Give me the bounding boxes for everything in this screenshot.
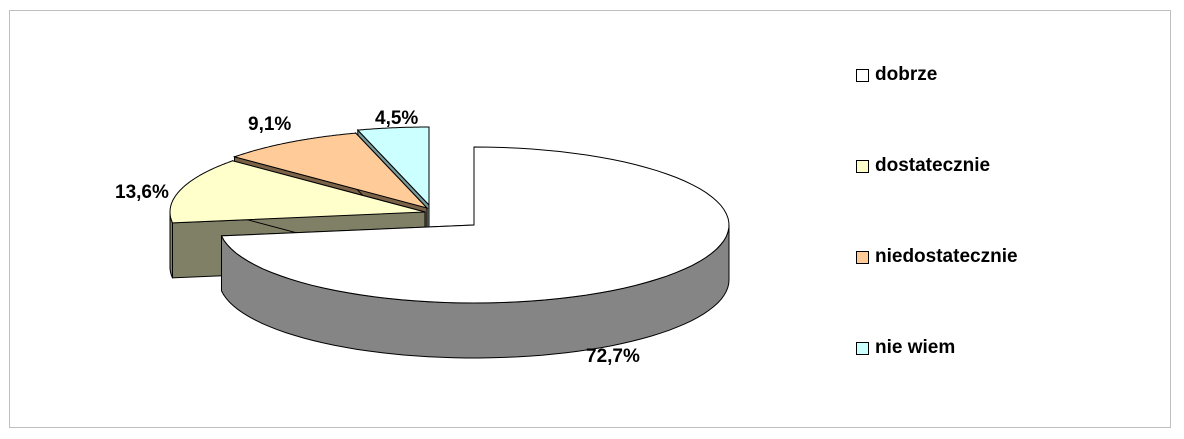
legend-label: niedostatecznie xyxy=(875,246,1018,267)
legend-label: dobrze xyxy=(875,64,938,85)
slice-top-dostatecznie xyxy=(169,160,426,224)
pie-labels: 72,7% 13,6% 9,1% 4,5% xyxy=(115,108,640,367)
legend-item-dostatecznie: dostatecznie xyxy=(856,153,1018,179)
legend-swatch-niedostatecznie xyxy=(856,250,869,264)
legend-item-dobrze: dobrze xyxy=(856,62,1018,88)
slice-top-niedostatecznie xyxy=(232,132,429,209)
legend-swatch-dobrze xyxy=(856,68,869,82)
legend-label: dostatecznie xyxy=(875,155,991,176)
label-nie-wiem: 4,5% xyxy=(375,108,418,129)
slice-top-nie-wiem xyxy=(356,126,430,207)
pie-tops xyxy=(169,126,730,304)
slice-top-dobrze xyxy=(220,146,730,304)
legend-item-niedostatecznie: niedostatecznie xyxy=(856,244,1018,270)
legend-item-nie-wiem: nie wiem xyxy=(856,335,1018,361)
label-dobrze: 72,7% xyxy=(586,346,640,367)
label-niedostatecznie: 9,1% xyxy=(248,114,291,135)
legend-swatch-nie-wiem xyxy=(856,341,869,355)
chart-legend: dobrze dostatecznie niedostatecznie nie … xyxy=(856,62,1018,426)
legend-swatch-dostatecznie xyxy=(856,159,869,173)
legend-label: nie wiem xyxy=(875,337,956,358)
label-dostatecznie: 13,6% xyxy=(115,182,169,203)
